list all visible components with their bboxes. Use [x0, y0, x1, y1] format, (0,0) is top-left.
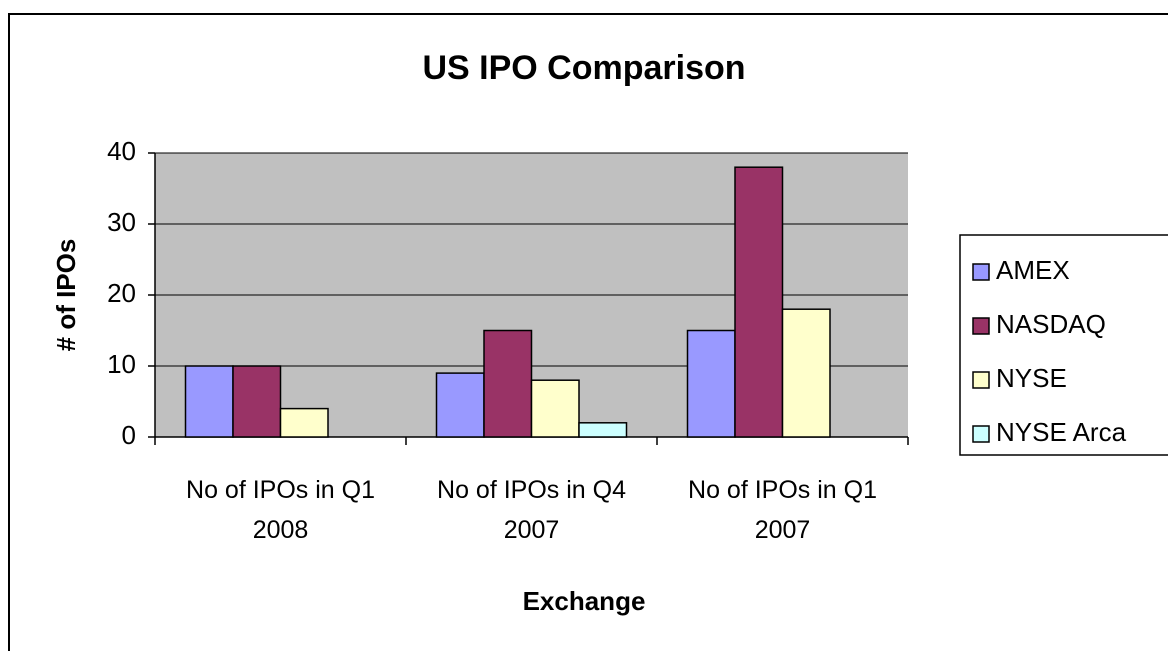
bar	[483, 329, 533, 438]
bar	[184, 365, 234, 438]
x-tick-label: No of IPOs in Q1 2008	[186, 476, 375, 544]
bar	[530, 379, 580, 438]
bar	[232, 365, 282, 438]
bar	[578, 422, 628, 438]
legend-label: NYSE Arca	[996, 417, 1127, 447]
legend-swatch	[972, 371, 990, 389]
legend-label: NYSE	[996, 363, 1067, 393]
bar	[435, 372, 485, 438]
bar	[781, 308, 831, 438]
y-axis-label: # of IPOs	[51, 239, 81, 352]
y-tick-label: 10	[107, 349, 136, 379]
x-tick-label-box: No of IPOs in Q4 2007	[437, 476, 626, 544]
x-tick-label-box: No of IPOs in Q1 2008	[186, 476, 375, 544]
bar	[279, 407, 329, 438]
y-tick-label: 0	[122, 420, 136, 450]
x-tick-label: No of IPOs in Q4 2007	[437, 476, 626, 544]
legend-label: AMEX	[996, 255, 1070, 285]
bar	[734, 166, 784, 438]
bar	[686, 329, 736, 438]
x-axis-label: Exchange	[523, 586, 646, 616]
legend-swatch	[972, 317, 990, 335]
legend-swatch	[972, 425, 990, 443]
x-tick-label-box: No of IPOs in Q1 2007	[688, 476, 877, 544]
chart-title: US IPO Comparison	[422, 49, 745, 87]
y-tick-label: 30	[107, 207, 136, 237]
y-tick-label: 20	[107, 278, 136, 308]
y-tick-label: 40	[107, 136, 136, 166]
legend	[959, 234, 1168, 456]
legend-label: NASDAQ	[996, 309, 1106, 339]
legend-swatch	[972, 263, 990, 281]
x-tick-label: No of IPOs in Q1 2007	[688, 476, 877, 544]
